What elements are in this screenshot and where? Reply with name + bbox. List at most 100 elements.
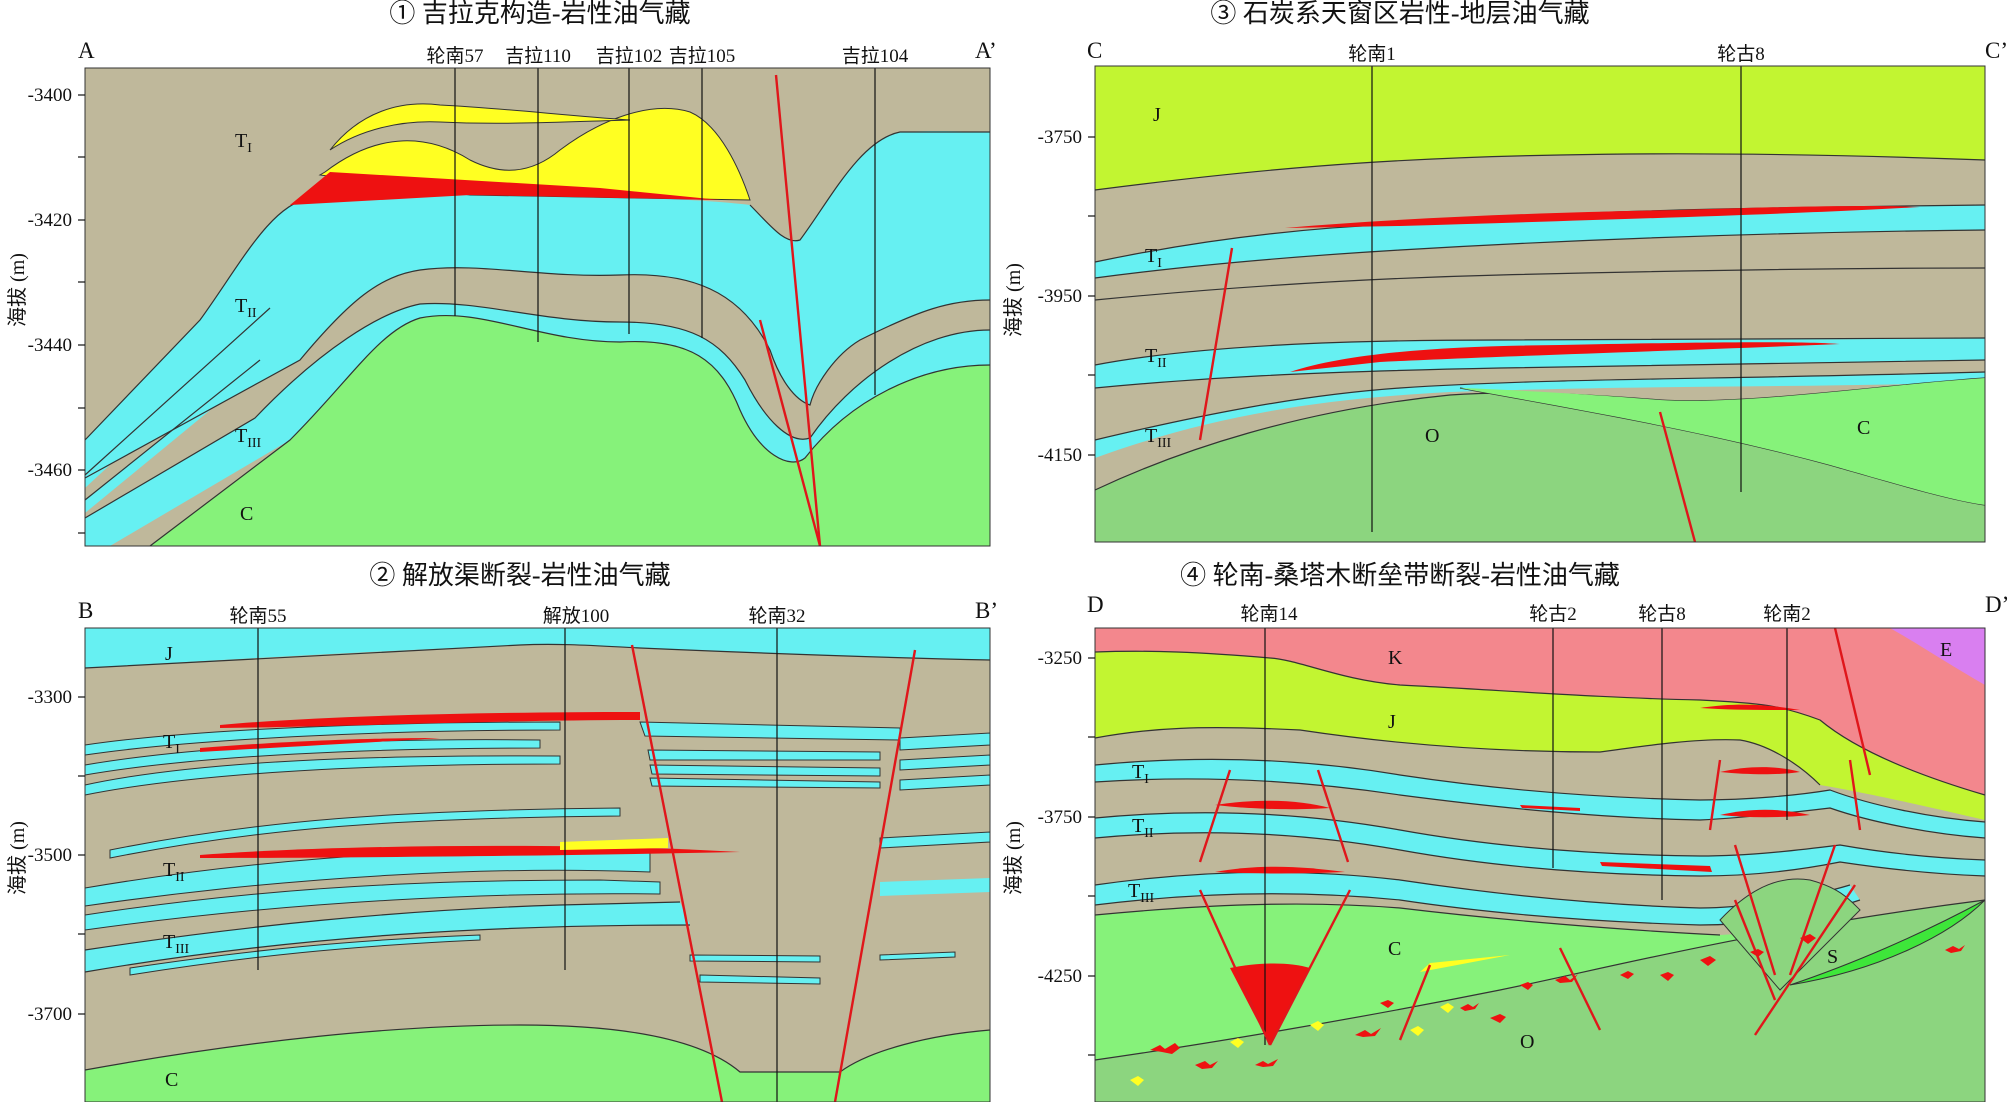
panel-2-section xyxy=(84,627,991,1102)
panel-4-fault xyxy=(1558,947,1602,1031)
panel-3-y-label: 海拔 (m) xyxy=(1002,263,1025,337)
panel-4-fault xyxy=(1198,889,1272,1046)
panel-4-layer-e: E xyxy=(1940,639,1952,661)
panel-1-carboniferous xyxy=(150,315,990,546)
panel-2-tick-label: -3500 xyxy=(28,845,72,866)
panel-4-y-label: 海拔 (m) xyxy=(1002,821,1025,895)
panel-1-aqua-upper xyxy=(85,131,990,478)
panel-1-y-axis: -3400 -3420 -3440 -3460 海拔 (m) xyxy=(6,85,85,534)
panel-3-oil xyxy=(1290,342,1840,372)
panel-1-section xyxy=(84,67,991,547)
panel-2-jurassic xyxy=(85,628,990,668)
panel-4-fault xyxy=(1754,884,1856,1036)
panel-4-oil xyxy=(1720,767,1800,775)
panel-2-oil xyxy=(200,738,440,752)
panel-2-tick-label: -3700 xyxy=(28,1004,72,1025)
panel-1-well-label: 吉拉105 xyxy=(669,45,736,67)
panel-4-tick-label: -4250 xyxy=(1038,966,1082,987)
panel-2-layer-t3: TIII xyxy=(163,931,190,957)
panel-4-layer-j: J xyxy=(1388,711,1396,733)
panel-1-gas-cap xyxy=(329,103,631,151)
panel-3-corner-right: C’ xyxy=(1985,38,2008,63)
panel-4-gas xyxy=(1420,955,1510,972)
panel-1-layer-t3: TIII xyxy=(235,425,262,451)
panel-4-title: ④ 轮南-桑塔木断垒带断裂-岩性油气藏 xyxy=(1180,561,1620,590)
panel-3-corner-left: C xyxy=(1087,38,1102,63)
panel-4-well-label: 轮南2 xyxy=(1763,603,1811,625)
panel-3-title: ③ 石炭系天窗区岩性-地层油气藏 xyxy=(1210,0,1589,28)
panel-2-tick-label: -3300 xyxy=(28,687,72,708)
panel-4-oil-wedge xyxy=(1230,963,1310,1045)
panel-1: ① 吉拉克构造-岩性油气藏 A A’ xyxy=(6,0,997,547)
panel-4-oil xyxy=(1215,800,1330,810)
panel-2-well-label: 轮南32 xyxy=(748,605,805,627)
panel-4-eogene xyxy=(1890,628,1985,685)
panel-4-layer-s: S xyxy=(1827,946,1838,968)
panel-1-well-label: 吉拉104 xyxy=(842,45,909,67)
panel-3-layer-t2: TII xyxy=(1145,345,1167,371)
panel-1-well-label: 吉拉110 xyxy=(505,45,571,67)
panel-4-fault xyxy=(1198,769,1232,863)
panel-2-fault xyxy=(630,644,724,1102)
panel-2-y-label: 海拔 (m) xyxy=(6,821,29,895)
panel-3-well-label: 轮南1 xyxy=(1348,43,1396,65)
panel-1-tick-label: -3460 xyxy=(28,460,72,481)
panel-4-fault xyxy=(1316,769,1350,863)
panel-3-tick-label: -4150 xyxy=(1038,445,1082,466)
panel-4-oil xyxy=(1600,862,1712,872)
panel-2-layer-t2: TII xyxy=(163,859,185,885)
panel-1-title: ① 吉拉克构造-岩性油气藏 xyxy=(389,0,690,28)
panel-1-layer-t1: TI xyxy=(235,130,252,156)
panel-4-fault xyxy=(1708,759,1722,831)
panel-1-oil xyxy=(290,172,720,205)
panel-4-tick-label: -3250 xyxy=(1038,648,1082,669)
panel-3-tick-label: -3750 xyxy=(1038,127,1082,148)
panel-3-jurassic xyxy=(1095,66,1985,190)
panel-4-jurassic xyxy=(1095,651,1985,820)
panel-1-layer-t2: TII xyxy=(235,295,257,321)
panel-2-corner-right: B’ xyxy=(975,598,998,623)
panel-2-layer-j: J xyxy=(165,643,173,665)
panel-4: ④ 轮南-桑塔木断垒带断裂-岩性油气藏 D D’ xyxy=(1002,561,2008,1102)
panel-1-well-label: 轮南57 xyxy=(426,45,483,67)
panel-3-layer-t3: TIII xyxy=(1145,425,1172,451)
panel-2-carboniferous xyxy=(85,1025,990,1102)
panel-1-tick-label: -3420 xyxy=(28,210,72,231)
panel-4-fault xyxy=(1733,899,1777,1001)
panel-4-fault xyxy=(1733,844,1777,976)
panel-4-fault xyxy=(1788,844,1837,976)
panel-2: ② 解放渠断裂-岩性油气藏 B B’ xyxy=(6,561,998,1102)
panel-1-fault xyxy=(758,319,822,547)
panel-4-fault xyxy=(1833,627,1872,776)
panel-3-section xyxy=(1094,65,1986,543)
panel-2-y-axis: -3300 -3500 -3700 海拔 (m) xyxy=(6,687,85,1025)
panel-4-layer-t2: TII xyxy=(1132,815,1154,841)
panel-3-layer-o: O xyxy=(1425,425,1439,447)
panel-3-layer-j: J xyxy=(1153,104,1161,126)
panel-4-oil xyxy=(1700,704,1800,710)
panel-3: ③ 石炭系天窗区岩性-地层油气藏 C C’ xyxy=(1002,0,2008,543)
panel-4-tick-label: -3750 xyxy=(1038,807,1082,828)
panel-2-title: ② 解放渠断裂-岩性油气藏 xyxy=(369,561,670,590)
panel-4-layer-c: C xyxy=(1388,938,1401,960)
panel-4-oil xyxy=(1520,805,1580,811)
panel-4-scattered-shows xyxy=(1130,934,1965,1086)
panel-1-corner-left: A xyxy=(78,38,95,63)
panel-1-y-label: 海拔 (m) xyxy=(6,253,29,327)
panel-3-oil xyxy=(1285,206,1920,228)
panel-4-corner-left: D xyxy=(1087,592,1104,617)
panel-4-well-label: 轮南14 xyxy=(1240,603,1298,625)
panel-2-layer-t1: TI xyxy=(163,731,180,757)
panel-4-fault xyxy=(1268,889,1352,1046)
panel-3-y-axis: -3750 -3950 -4150 海拔 (m) xyxy=(1002,127,1095,466)
panel-4-corner-right: D’ xyxy=(1985,592,2008,617)
panel-1-tick-label: -3440 xyxy=(28,335,72,356)
panel-2-well-label: 轮南55 xyxy=(229,605,286,627)
panel-4-layer-o: O xyxy=(1520,1031,1534,1053)
panel-4-fault xyxy=(1848,759,1862,831)
panel-1-aqua-lower xyxy=(85,303,990,546)
panel-1-gas-body xyxy=(318,108,751,201)
panel-4-fault xyxy=(1398,964,1432,1041)
panel-1-layer-c: C xyxy=(240,503,253,525)
